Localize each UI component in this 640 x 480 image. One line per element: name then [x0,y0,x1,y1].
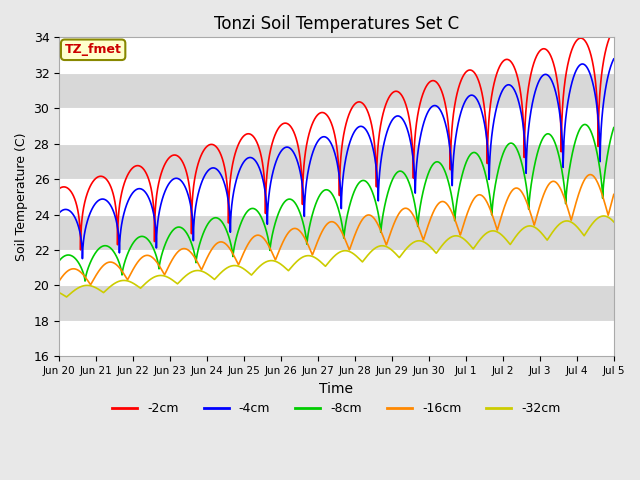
-8cm [557,164,565,169]
-8cm [401,171,408,177]
-4cm [610,56,618,62]
-4cm [557,124,565,130]
-32cm [174,280,182,286]
-8cm [55,258,63,264]
Bar [59,37,614,73]
-4cm [391,114,399,120]
-32cm [600,213,607,219]
-8cm [581,121,589,127]
Line: -32cm: -32cm [59,216,614,297]
Bar [59,250,614,286]
-2cm [55,186,63,192]
Title: Tonzi Soil Temperatures Set C: Tonzi Soil Temperatures Set C [214,15,459,33]
-32cm [63,294,70,300]
-2cm [401,97,408,103]
-2cm [391,89,399,95]
-16cm [401,205,408,211]
-4cm [211,165,218,171]
Line: -8cm: -8cm [59,124,614,281]
-8cm [174,224,182,230]
Bar [59,108,614,144]
Legend: -2cm, -4cm, -8cm, -16cm, -32cm: -2cm, -4cm, -8cm, -16cm, -32cm [108,397,566,420]
-8cm [610,125,618,131]
-8cm [81,278,89,284]
-16cm [55,278,63,284]
-32cm [55,290,63,296]
Text: TZ_fmet: TZ_fmet [65,43,122,56]
-16cm [610,192,618,198]
-16cm [610,192,618,197]
-4cm [401,119,408,125]
Bar [59,179,614,215]
-4cm [79,256,86,262]
-8cm [211,215,218,221]
-2cm [610,27,618,33]
Line: -2cm: -2cm [59,30,614,250]
-2cm [174,154,182,159]
Y-axis label: Soil Temperature (C): Soil Temperature (C) [15,132,28,261]
-16cm [391,219,399,225]
-16cm [211,243,218,249]
-32cm [391,250,399,255]
Line: -16cm: -16cm [59,175,614,285]
Line: -4cm: -4cm [59,59,614,259]
-16cm [87,282,95,288]
-2cm [211,142,218,148]
Bar [59,215,614,250]
-4cm [610,57,618,62]
-8cm [610,125,618,131]
-16cm [174,249,182,254]
-2cm [77,247,84,252]
-2cm [610,27,618,33]
-16cm [586,172,594,178]
-4cm [174,176,182,181]
X-axis label: Time: Time [319,382,353,396]
-32cm [610,219,618,225]
Bar [59,144,614,179]
-32cm [401,248,408,254]
Bar [59,321,614,356]
Bar [59,73,614,108]
-2cm [557,149,565,155]
-4cm [55,210,63,216]
-32cm [211,276,218,282]
Bar [59,286,614,321]
-32cm [610,219,618,225]
-16cm [557,187,565,193]
-8cm [391,173,399,179]
-32cm [557,220,565,226]
